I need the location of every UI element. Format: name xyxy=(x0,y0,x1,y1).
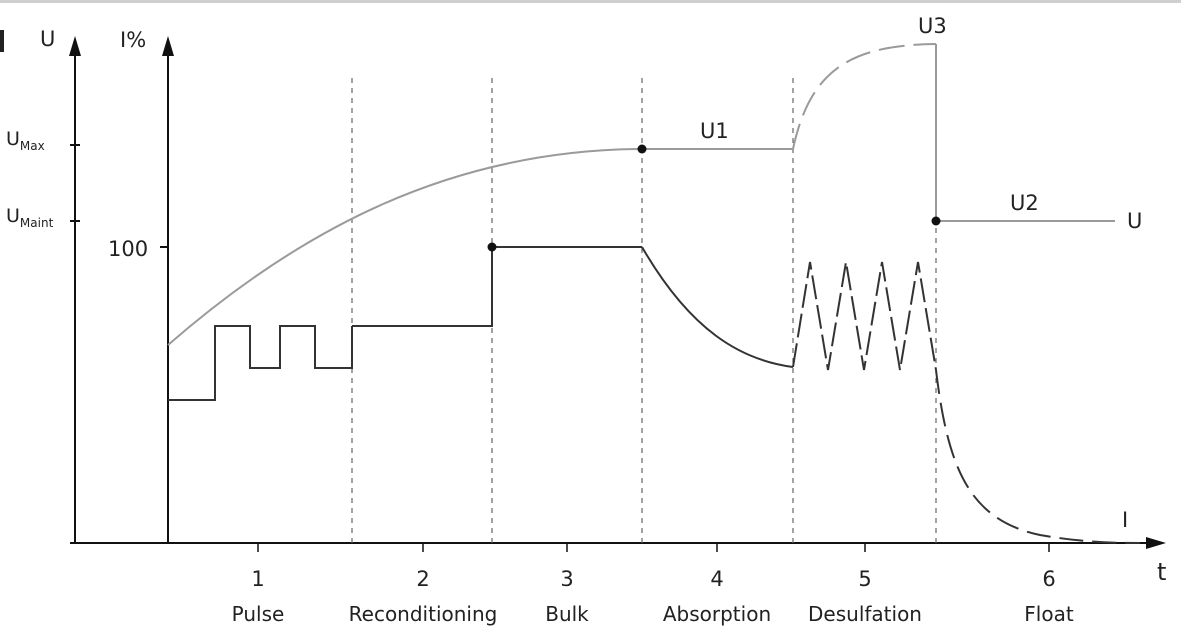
left-edge-marker xyxy=(0,30,4,52)
time-axis-arrow xyxy=(1146,537,1166,549)
stage-names: Pulse Reconditioning Bulk Absorption Des… xyxy=(232,602,1074,626)
current-reconditioning xyxy=(352,247,493,327)
current-curve xyxy=(168,246,1141,544)
u1-label: U1 xyxy=(700,119,729,143)
i-end-label: I xyxy=(1122,508,1128,532)
u-maint-sub: Maint xyxy=(20,216,54,230)
stage-6-number: 6 xyxy=(1042,567,1055,591)
stage-6-name: Float xyxy=(1024,602,1074,626)
u-max-sub: Max xyxy=(20,139,45,153)
i-100-label: 100 xyxy=(108,237,148,261)
voltage-rise xyxy=(167,148,643,346)
stage-1-name: Pulse xyxy=(232,602,285,626)
stage-numbers: 1 2 3 4 5 6 xyxy=(251,567,1055,591)
stage-5-name: Desulfation xyxy=(808,602,922,626)
bulk-start-dot xyxy=(487,242,497,252)
u-maint-label: UMaint xyxy=(6,205,54,230)
current-desulfation xyxy=(792,261,937,371)
stage-3-number: 3 xyxy=(560,567,573,591)
current-absorption xyxy=(641,246,794,368)
axes xyxy=(69,36,1166,552)
u-axis-label: U xyxy=(40,27,55,51)
u3-label: U3 xyxy=(918,14,947,38)
current-float-decay xyxy=(935,369,1141,544)
voltage-curve xyxy=(167,43,1115,346)
stage-5-number: 5 xyxy=(858,567,871,591)
stage-3-name: Bulk xyxy=(545,602,589,626)
time-axis-label: t xyxy=(1157,558,1166,586)
stage-4-name: Absorption xyxy=(663,602,771,626)
u-maint-main: U xyxy=(6,205,20,227)
u-max-main: U xyxy=(6,128,20,150)
u-axis-arrow xyxy=(69,36,81,56)
i-axis-arrow xyxy=(162,36,174,56)
stage-2-number: 2 xyxy=(416,567,429,591)
i-axis-label: I% xyxy=(120,28,146,52)
stage-1-number: 1 xyxy=(251,567,264,591)
u2-label: U2 xyxy=(1010,191,1039,215)
u-max-label: UMax xyxy=(6,128,45,153)
stage-2-name: Reconditioning xyxy=(349,602,498,626)
voltage-u3-boost xyxy=(792,43,937,150)
top-border xyxy=(0,0,1181,3)
current-pulse xyxy=(168,325,353,401)
u2-start-dot xyxy=(931,216,941,226)
stage-4-number: 4 xyxy=(710,567,723,591)
u-end-label: U xyxy=(1127,209,1142,233)
u1-start-dot xyxy=(637,144,647,154)
